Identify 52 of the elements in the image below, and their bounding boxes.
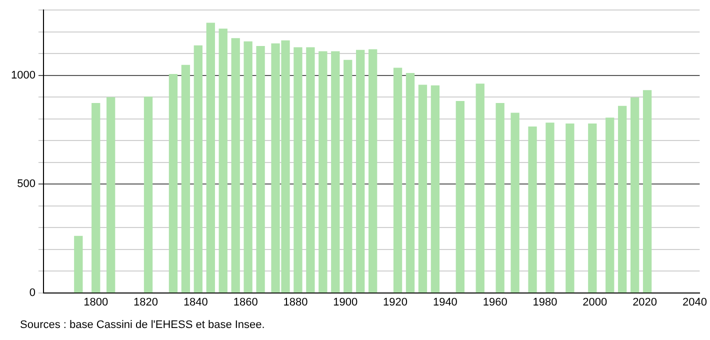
bar	[194, 45, 202, 293]
x-tick-label: 1880	[283, 296, 308, 308]
x-tick-label: 1960	[482, 296, 508, 308]
bar	[496, 102, 504, 293]
bar	[92, 102, 100, 293]
x-tick-label: 1900	[333, 296, 358, 308]
x-tick-label: 1860	[233, 296, 258, 308]
bar	[430, 85, 440, 293]
bar	[231, 38, 240, 293]
source-note: Sources : base Cassini de l'EHESS et base Insee.	[20, 319, 265, 331]
x-tick-label: 1840	[183, 296, 208, 308]
x-tick-label: 1940	[432, 296, 458, 308]
bar	[642, 90, 652, 293]
bar	[476, 84, 484, 293]
bar	[294, 47, 302, 293]
bar	[630, 97, 640, 293]
bar	[618, 106, 627, 293]
x-tick-label: 2020	[632, 296, 658, 308]
bar	[144, 96, 153, 293]
bar	[318, 51, 328, 293]
x-tick-label: 2000	[582, 296, 608, 308]
bar	[356, 50, 365, 293]
bar	[181, 64, 190, 293]
bar	[74, 236, 83, 293]
bar	[306, 47, 315, 293]
bar	[206, 22, 215, 293]
x-tick-label: 1820	[134, 296, 158, 308]
bar	[566, 123, 574, 293]
y-tick-label: 0	[29, 286, 36, 299]
bar	[393, 68, 402, 293]
bar	[528, 126, 537, 293]
y-tick-label: 1000	[10, 69, 36, 82]
bar	[331, 51, 340, 293]
bar	[256, 46, 265, 293]
y-tick-label: 500	[17, 178, 36, 190]
x-tick-label: 1920	[383, 296, 408, 308]
bar	[218, 28, 228, 293]
bar	[588, 123, 597, 293]
x-tick-label: 2040	[682, 296, 707, 308]
bar	[418, 84, 428, 293]
bar	[546, 122, 554, 293]
bar	[106, 97, 116, 293]
bar	[344, 60, 352, 293]
bar	[456, 101, 464, 293]
bar	[244, 41, 252, 293]
bar	[406, 72, 415, 293]
x-tick-label: 1800	[84, 296, 108, 308]
bar	[510, 112, 520, 293]
bar	[168, 74, 178, 293]
x-tick-label: 1980	[532, 296, 558, 308]
bar	[368, 49, 378, 293]
bar	[606, 118, 614, 293]
